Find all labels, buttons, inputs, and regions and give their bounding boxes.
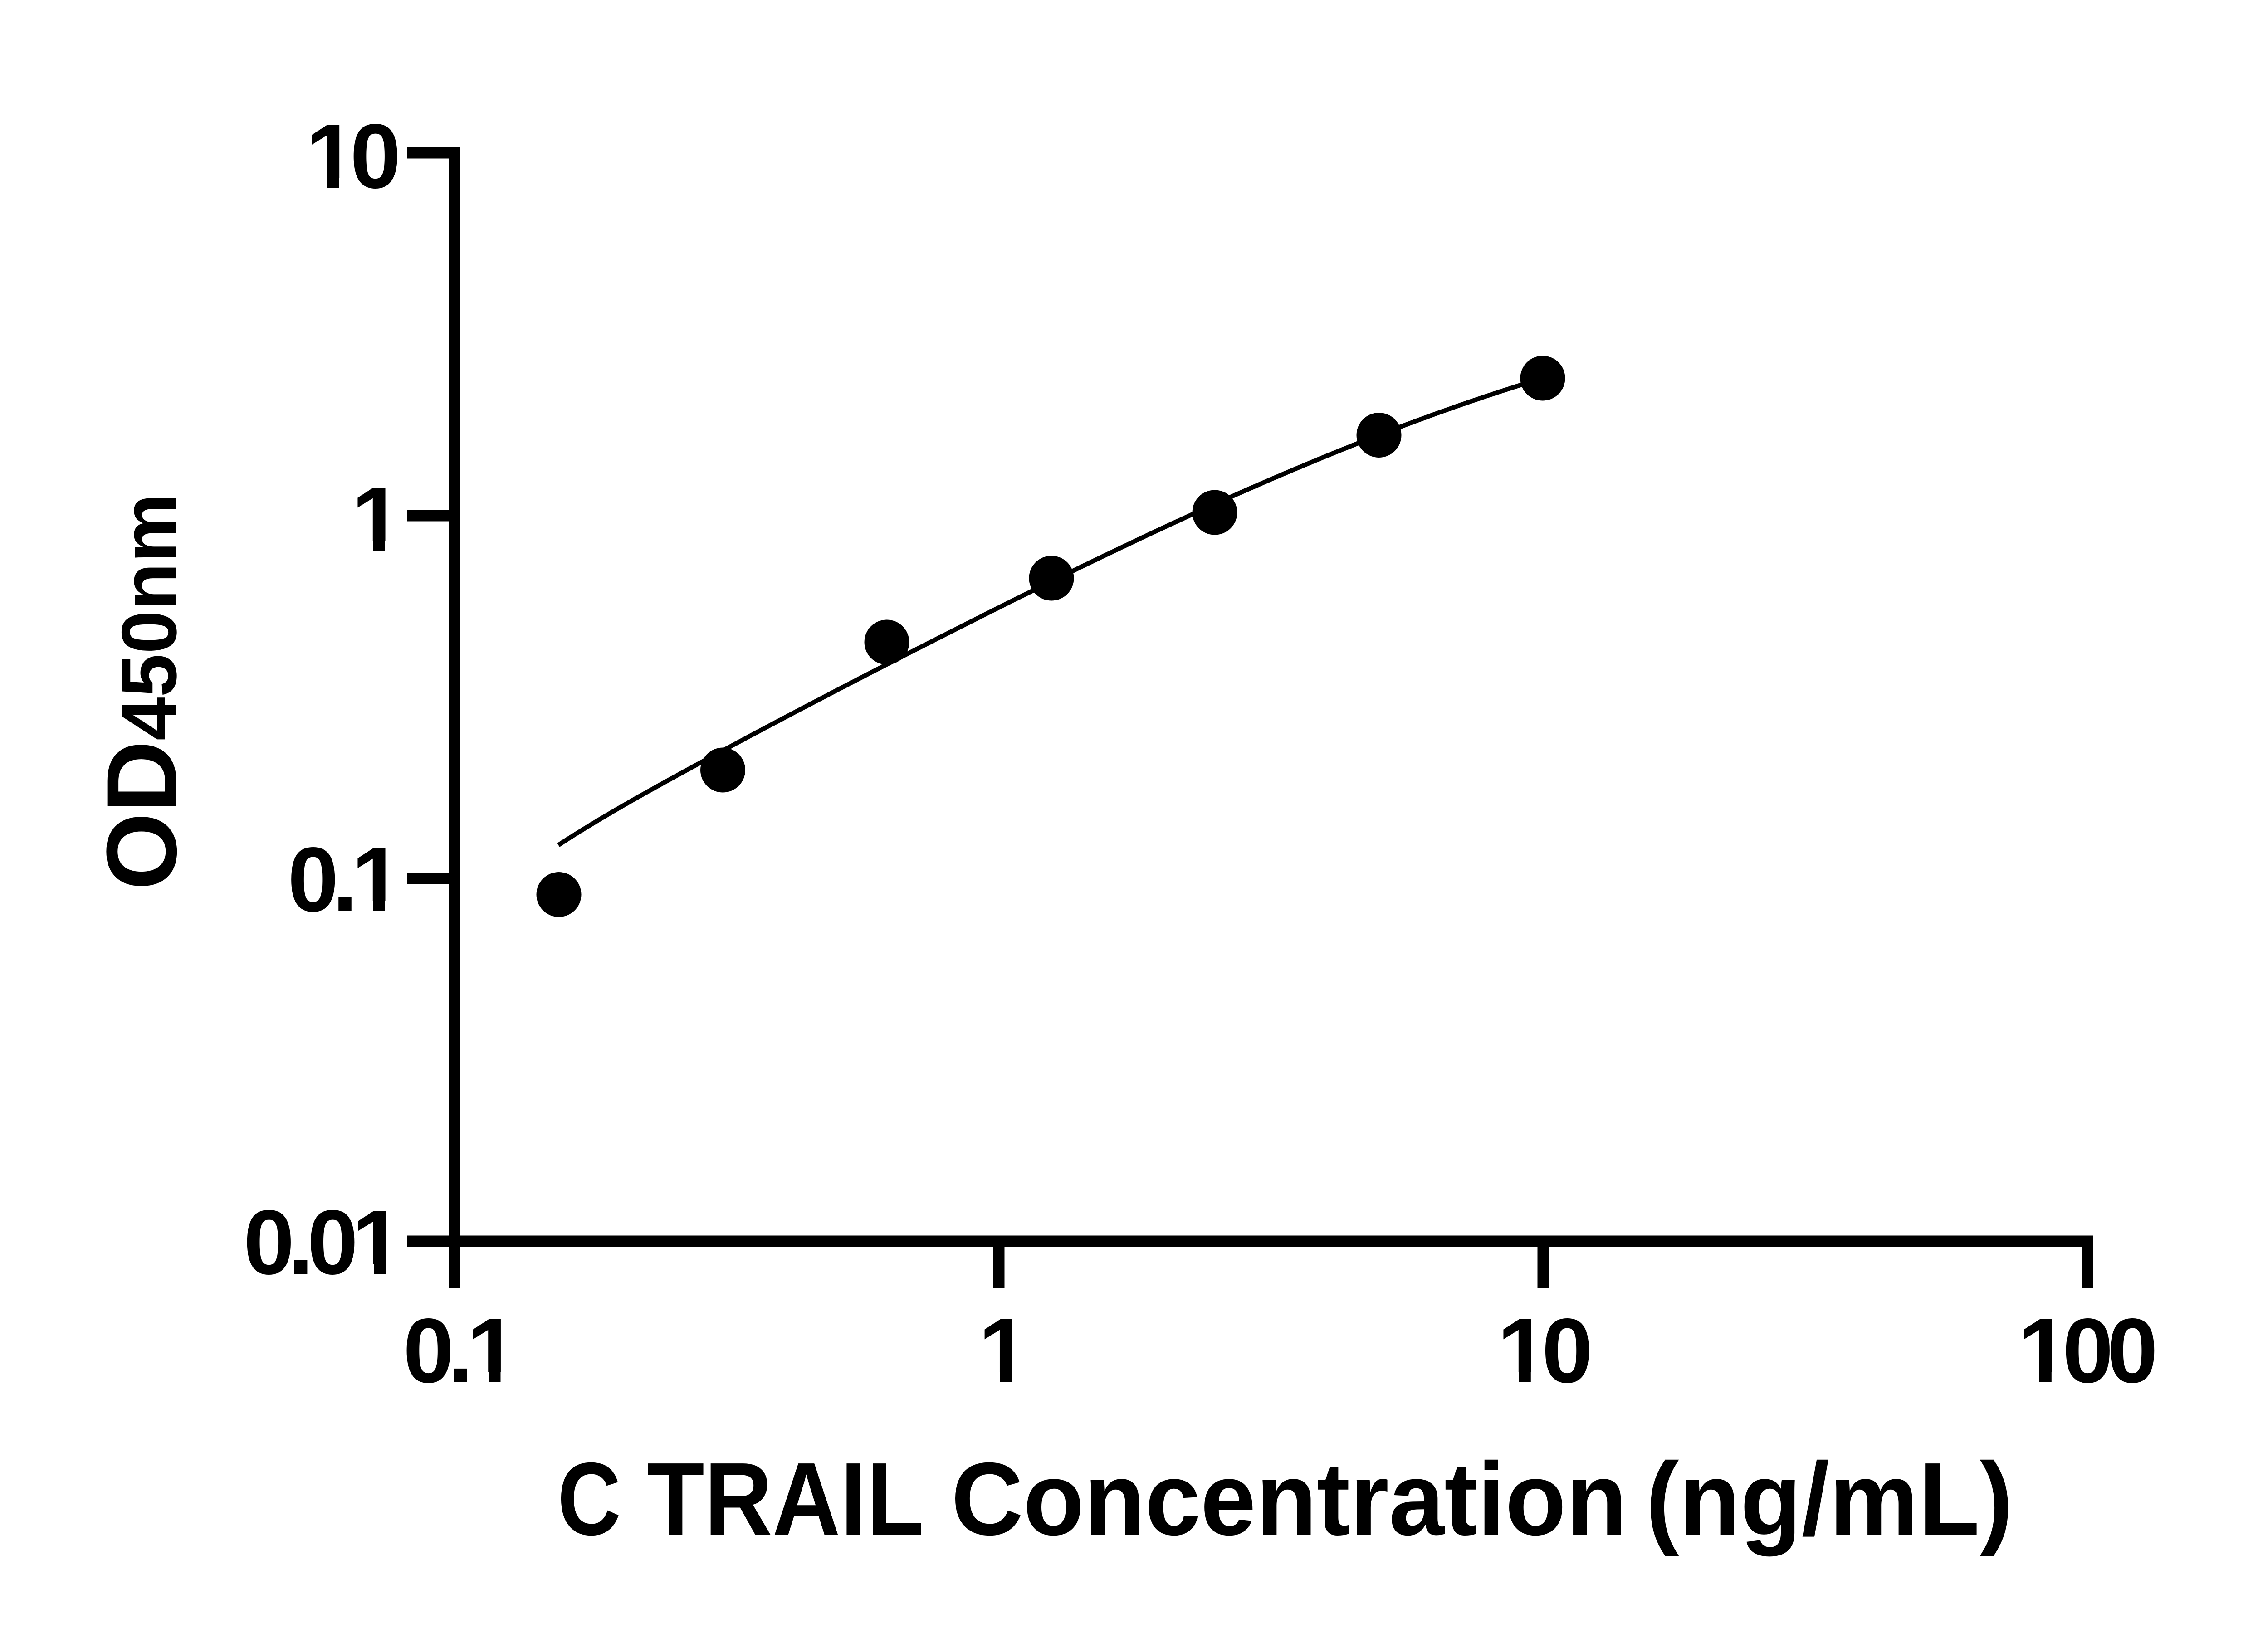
svg-text:OD450nm: OD450nm [86,493,197,890]
svg-text:C: C [557,1442,621,1557]
svg-text:0.01: 0.01 [244,1191,401,1293]
svg-text:10: 10 [1497,1299,1589,1402]
svg-text:1: 1 [352,468,402,570]
svg-text:TRAIL: TRAIL [647,1442,924,1557]
svg-text:(ng/mL): (ng/mL) [1646,1442,2013,1557]
svg-text:100: 100 [2018,1299,2155,1402]
svg-text:10: 10 [305,105,397,207]
svg-text:0.1: 0.1 [403,1299,515,1402]
svg-text:Concentration: Concentration [951,1442,1627,1557]
svg-text:0.1: 0.1 [288,828,400,931]
svg-text:1: 1 [978,1299,1029,1402]
